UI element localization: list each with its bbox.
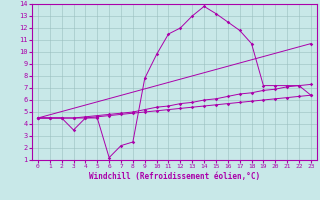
X-axis label: Windchill (Refroidissement éolien,°C): Windchill (Refroidissement éolien,°C)	[89, 172, 260, 181]
